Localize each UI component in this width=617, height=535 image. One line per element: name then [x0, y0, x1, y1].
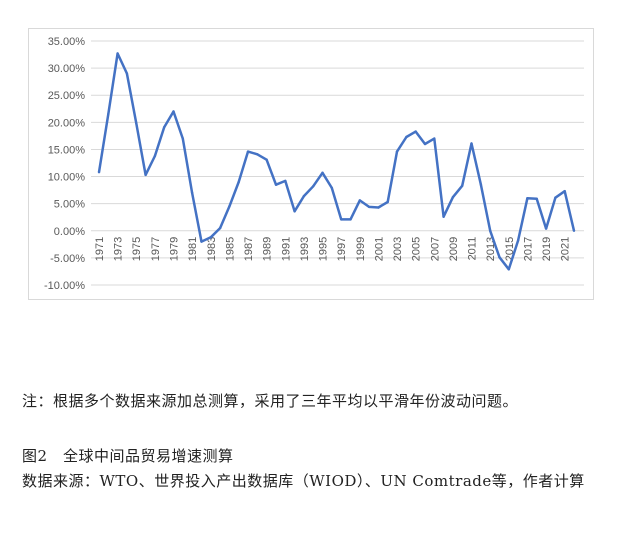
y-tick-label: -5.00% [50, 253, 85, 265]
data-point [163, 126, 166, 129]
x-tick-label: 1985 [224, 237, 236, 261]
x-tick-label: 2005 [411, 237, 423, 261]
y-tick-label: 10.00% [48, 172, 86, 184]
chart-note: 注：根据多个数据来源加总测算，采用了三年平均以平滑年份波动问题。 [22, 392, 519, 410]
figure-caption: 图2 全球中间品贸易增速测算 [22, 447, 234, 465]
data-point [554, 196, 557, 199]
data-point [284, 179, 287, 183]
data-point [274, 183, 278, 186]
x-tick-label: 1981 [187, 237, 199, 261]
y-tick-label: 0.00% [54, 226, 85, 238]
x-tick-label: 2019 [541, 237, 553, 261]
data-point [395, 150, 399, 153]
x-tick-label: 2007 [429, 237, 441, 261]
data-point [172, 110, 175, 113]
data-point [442, 215, 445, 218]
data-point [516, 239, 520, 242]
data-point [228, 205, 231, 208]
x-tick-label: 2003 [392, 237, 404, 261]
data-point [377, 206, 380, 209]
data-point [135, 122, 138, 125]
x-tick-label: 1991 [280, 237, 292, 261]
data-point [470, 142, 473, 145]
data-point [302, 194, 306, 198]
data-point [330, 186, 333, 190]
x-tick-label: 2017 [522, 237, 534, 261]
data-point [563, 190, 566, 193]
data-point [125, 72, 129, 75]
data-point [358, 199, 361, 202]
data-point [246, 150, 250, 153]
data-point [218, 226, 222, 230]
x-tick-label: 1999 [355, 237, 367, 261]
x-tick-label: 2009 [448, 237, 460, 261]
x-tick-label: 2011 [467, 237, 479, 261]
data-point [190, 191, 194, 194]
x-tick-label: 1987 [243, 237, 255, 261]
data-point [479, 183, 483, 186]
data-point [340, 218, 343, 221]
data-point [535, 197, 538, 200]
data-point [433, 137, 436, 140]
y-axis-ticks: 35.00% 30.00% 25.00% 20.00% 15.00% 10.00% 5.00… [44, 36, 85, 292]
x-tick-label: 1971 [94, 237, 106, 261]
line-chart: 35.00% 30.00% 25.00% 20.00% 15.00% 10.00% 5.00… [44, 36, 584, 292]
x-tick-label: 1979 [169, 237, 181, 261]
y-tick-label: -10.00% [44, 280, 85, 292]
x-tick-label: 1993 [299, 237, 311, 261]
data-point [498, 256, 501, 259]
data-point [200, 240, 203, 243]
x-tick-label: 1995 [318, 237, 330, 261]
x-tick-label: 1983 [206, 237, 218, 261]
x-axis-ticks: 1971 1973 1975 1977 1979 1981 1983 1985 1987 1989… [94, 237, 572, 261]
data-point [312, 185, 315, 188]
data-point [209, 236, 212, 239]
data-point [107, 113, 110, 116]
data-point [256, 153, 259, 156]
data-point [321, 171, 324, 174]
data-point [116, 52, 119, 55]
data-point [451, 196, 455, 199]
y-tick-label: 15.00% [48, 144, 86, 156]
y-tick-label: 30.00% [48, 63, 86, 75]
y-tick-label: 35.00% [48, 36, 86, 48]
data-point [367, 205, 371, 209]
data-point [265, 158, 268, 161]
data-point [237, 180, 240, 184]
data-point [349, 218, 352, 221]
data-point [144, 173, 147, 177]
data-point [507, 268, 510, 271]
x-tick-label: 1977 [150, 237, 162, 261]
y-tick-label: 5.00% [54, 199, 85, 211]
x-tick-label: 1975 [131, 237, 143, 261]
data-point [414, 130, 417, 133]
gridlines [91, 40, 584, 286]
data-point [405, 135, 408, 139]
chart-frame: 35.00% 30.00% 25.00% 20.00% 15.00% 10.00% 5.00… [28, 28, 594, 300]
x-tick-label: 2001 [373, 237, 385, 261]
series-line [97, 52, 576, 271]
data-point [181, 137, 184, 140]
data-point [293, 210, 296, 213]
x-tick-label: 1973 [113, 237, 125, 261]
data-point [97, 171, 101, 174]
x-tick-label: 1997 [336, 237, 348, 261]
data-point [423, 142, 427, 146]
x-tick-label: 2021 [560, 237, 572, 261]
y-tick-label: 20.00% [48, 117, 86, 129]
data-point [544, 227, 548, 230]
data-point [461, 184, 464, 187]
data-point [489, 229, 492, 232]
x-tick-label: 1989 [262, 237, 274, 261]
data-point [572, 229, 576, 232]
data-source-note: 数据来源：WTO、世界投入产出数据库（WIOD）、UN Comtrade等，作者… [22, 472, 585, 490]
data-point [153, 154, 157, 158]
data-point [386, 200, 389, 204]
series-layer [97, 52, 576, 271]
x-tick-label: 2015 [504, 237, 516, 261]
y-tick-label: 25.00% [48, 90, 86, 102]
data-point [526, 197, 529, 200]
